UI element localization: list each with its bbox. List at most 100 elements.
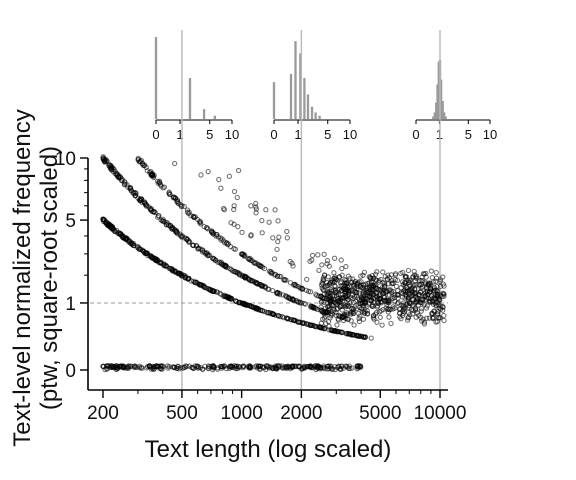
- data-point: [252, 304, 259, 311]
- data-point: [269, 310, 276, 317]
- data-point: [402, 279, 408, 286]
- inset-tick-label: 10: [225, 127, 239, 142]
- data-point: [441, 312, 447, 319]
- data-point: [394, 292, 400, 298]
- inset-bar: [303, 78, 306, 119]
- data-point: [114, 172, 120, 179]
- data-point: [378, 308, 384, 314]
- data-point: [136, 363, 143, 369]
- data-point: [421, 319, 428, 325]
- data-point: [100, 216, 106, 222]
- data-point: [331, 307, 337, 313]
- data-point: [165, 365, 171, 371]
- data-point: [336, 273, 343, 280]
- data-point: [434, 283, 440, 290]
- y-axis-title-line-1: Text-level normalized frequency: [9, 109, 36, 447]
- data-point: [428, 283, 434, 289]
- data-point: [284, 235, 290, 241]
- data-point: [212, 257, 218, 263]
- data-point: [345, 287, 352, 294]
- data-point: [137, 197, 143, 203]
- data-point: [335, 328, 341, 335]
- data-point: [292, 281, 298, 288]
- data-point: [390, 304, 396, 310]
- data-point: [338, 279, 345, 285]
- inset-tick-label: 10: [343, 127, 357, 142]
- data-point: [273, 290, 280, 296]
- data-point: [338, 295, 345, 301]
- data-point: [276, 234, 282, 240]
- data-point: [320, 286, 326, 293]
- data-point: [328, 313, 334, 319]
- data-point: [150, 363, 157, 370]
- data-point: [234, 194, 240, 201]
- data-point: [108, 164, 114, 170]
- data-point: [231, 206, 237, 213]
- data-point: [332, 283, 338, 290]
- data-point: [246, 302, 252, 309]
- data-point: [424, 303, 430, 309]
- data-point: [440, 274, 446, 280]
- data-point: [388, 320, 394, 327]
- data-point: [108, 225, 114, 231]
- data-point: [308, 303, 315, 309]
- data-point: [291, 317, 298, 323]
- data-point: [259, 217, 265, 224]
- data-point: [358, 273, 364, 279]
- data-point: [400, 303, 407, 310]
- data-point: [287, 258, 293, 265]
- data-point: [241, 251, 247, 258]
- data-point: [380, 269, 386, 275]
- data-point: [339, 265, 345, 272]
- data-point: [389, 281, 395, 287]
- data-point: [119, 233, 125, 239]
- data-point: [400, 269, 406, 275]
- data-point: [433, 269, 439, 276]
- data-point: [261, 265, 268, 272]
- data-point: [164, 363, 171, 369]
- data-point: [251, 259, 257, 265]
- data-point: [394, 300, 401, 307]
- data-point: [192, 279, 198, 286]
- data-point: [360, 294, 366, 301]
- data-point: [326, 281, 333, 287]
- data-point: [259, 230, 265, 236]
- x-tick-label: 5000: [359, 403, 401, 424]
- data-point: [246, 276, 253, 283]
- inset-bar: [202, 109, 206, 119]
- data-point: [347, 300, 353, 306]
- data-point: [166, 265, 172, 271]
- data-point: [223, 262, 229, 269]
- data-point: [136, 159, 142, 165]
- data-point: [134, 364, 140, 371]
- data-point: [340, 303, 346, 310]
- data-point: [320, 275, 327, 281]
- data-point: [242, 273, 248, 279]
- data-point: [362, 300, 368, 306]
- data-point: [379, 285, 385, 291]
- y-tick-label: 1: [65, 294, 76, 315]
- data-point: [190, 242, 197, 249]
- data-point: [270, 235, 276, 241]
- data-point: [290, 297, 296, 303]
- data-point: [218, 259, 224, 265]
- data-point: [397, 314, 403, 320]
- data-point: [161, 263, 167, 269]
- data-point: [295, 363, 301, 370]
- data-point: [192, 214, 199, 220]
- data-point: [389, 277, 395, 284]
- data-point: [435, 311, 441, 317]
- data-point: [301, 364, 307, 370]
- data-point: [348, 318, 354, 324]
- data-point: [246, 256, 252, 262]
- data-point: [158, 363, 164, 369]
- data-point: [104, 363, 111, 369]
- data-point: [429, 310, 435, 317]
- data-point: [194, 280, 200, 286]
- data-point: [361, 269, 368, 275]
- data-point: [146, 204, 152, 210]
- data-point: [350, 295, 356, 302]
- data-point: [386, 314, 392, 320]
- inset-tick-label: 1: [176, 127, 183, 142]
